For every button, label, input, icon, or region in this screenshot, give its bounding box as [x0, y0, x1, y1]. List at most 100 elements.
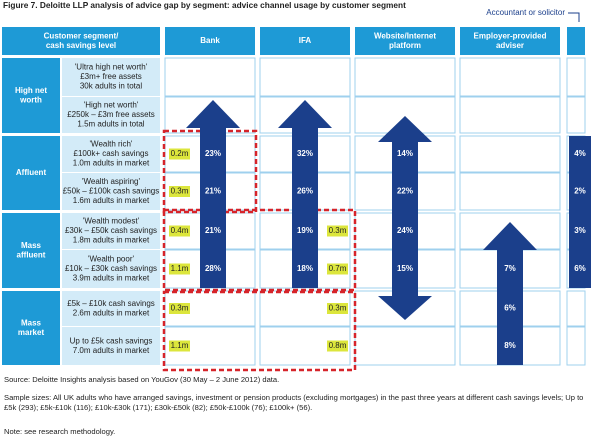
website-arrow [392, 140, 418, 300]
row-label: 'Ultra high net worth' [75, 63, 148, 72]
bank-percent: 23% [205, 149, 221, 158]
row-label-cell [62, 250, 160, 288]
header-cell [165, 27, 255, 55]
count-badge [169, 148, 190, 160]
count-label: 0.4m [171, 226, 189, 235]
header-cell [567, 27, 585, 55]
header-text: platform [389, 41, 421, 50]
cell [259, 57, 351, 97]
row-label-cell [62, 327, 160, 365]
employer-percent: 7% [504, 264, 516, 273]
accountant-percent: 4% [574, 149, 586, 158]
count-label: 0.3m [171, 187, 189, 196]
sample-sizes: Sample sizes: All UK adults who have arr… [4, 393, 584, 412]
group-label: High net [15, 86, 47, 95]
row-label: £5k – £10k cash savings [67, 299, 155, 308]
annotation-leader [568, 12, 580, 22]
count-badge [327, 303, 348, 314]
cell [566, 96, 586, 134]
header-cell [460, 27, 560, 55]
website-percent: 24% [397, 226, 413, 235]
row-label: 1.5m adults in total [77, 120, 144, 129]
cell [566, 290, 586, 327]
count-badge [169, 303, 190, 314]
row-label-cell [62, 291, 160, 326]
group-label: Mass [21, 241, 42, 250]
employer-arrow [497, 248, 523, 365]
row-label: £50k – £100k cash savings [63, 187, 160, 196]
group-cell [2, 291, 60, 365]
ifa-arrow-head [278, 100, 332, 128]
count-label: 0.8m [329, 341, 347, 350]
row-label-cell [62, 58, 160, 96]
annotation: Accountant or solicitor [486, 8, 565, 17]
row-label: 1.6m adults in market [73, 196, 150, 205]
cell [459, 135, 561, 173]
group-label: market [18, 328, 45, 337]
group-label: affluent [17, 250, 46, 259]
row-label: £250k – £3m free assets [67, 110, 155, 119]
header-text: adviser [496, 41, 524, 50]
note: Note: see research methodology. [4, 427, 116, 436]
header-cell [2, 27, 160, 55]
ifa-percent: 32% [297, 149, 313, 158]
cell [459, 172, 561, 211]
group-cell [2, 58, 60, 133]
highlight-box [162, 290, 357, 372]
employer-percent: 6% [504, 304, 516, 313]
row-label-cell [62, 213, 160, 249]
accountant-percent: 3% [574, 226, 586, 235]
cell [459, 57, 561, 97]
figure: Figure 7. Deloitte LLP analysis of advic… [2, 0, 591, 372]
row-label: 2.6m adults in market [73, 308, 150, 317]
row-label: 'Wealth poor' [88, 255, 135, 264]
count-badge [169, 340, 190, 352]
bank-arrow [200, 126, 226, 288]
employer-arrow-head [483, 222, 537, 250]
row-label: Up to £5k cash savings [70, 336, 153, 345]
row-label: 1.8m adults in market [73, 236, 150, 245]
count-label: 0.3m [329, 226, 347, 235]
group-cell [2, 136, 60, 210]
row-label: 7.0m adults in market [73, 346, 150, 355]
row-label: 3.9m adults in market [73, 274, 150, 283]
count-badge [169, 186, 190, 197]
row-label: £30k – £50k cash savings [65, 226, 157, 235]
ifa-percent: 19% [297, 226, 313, 235]
cell [354, 326, 456, 366]
header-cell [260, 27, 350, 55]
ifa-percent: 26% [297, 187, 313, 196]
row-label: 'Wealth aspiring' [82, 177, 141, 186]
header-cell [355, 27, 455, 55]
count-label: 1.1m [171, 264, 189, 273]
employer-percent: 8% [504, 341, 516, 350]
group-label: Mass [21, 318, 42, 327]
row-label-cell [62, 97, 160, 133]
bank-percent: 28% [205, 264, 221, 273]
website-arrow-head [378, 296, 432, 320]
header-text: IFA [299, 36, 312, 45]
bank-percent: 21% [205, 226, 221, 235]
count-label: 0.3m [171, 304, 189, 313]
cell [566, 326, 586, 366]
row-label: £10k – £30k cash savings [65, 264, 157, 273]
count-label: 0.3m [329, 304, 347, 313]
header-text: Customer segment/ [44, 31, 119, 40]
row-label: £3m+ free assets [80, 72, 142, 81]
website-percent: 22% [397, 187, 413, 196]
row-label-cell [62, 136, 160, 172]
bank-arrow-head [186, 100, 240, 128]
cell [459, 96, 561, 134]
row-label: 1.0m adults in market [73, 159, 150, 168]
cell [164, 57, 256, 97]
website-arrow-head [378, 116, 432, 142]
figure-title: Figure 7. Deloitte LLP analysis of advic… [3, 0, 406, 10]
header-text: Bank [200, 36, 220, 45]
bank-percent: 21% [205, 187, 221, 196]
row-label: 30k adults in total [80, 82, 142, 91]
header-text: Employer-provided [474, 31, 547, 40]
website-percent: 15% [397, 264, 413, 273]
ifa-arrow [292, 126, 318, 288]
ifa-percent: 18% [297, 264, 313, 273]
